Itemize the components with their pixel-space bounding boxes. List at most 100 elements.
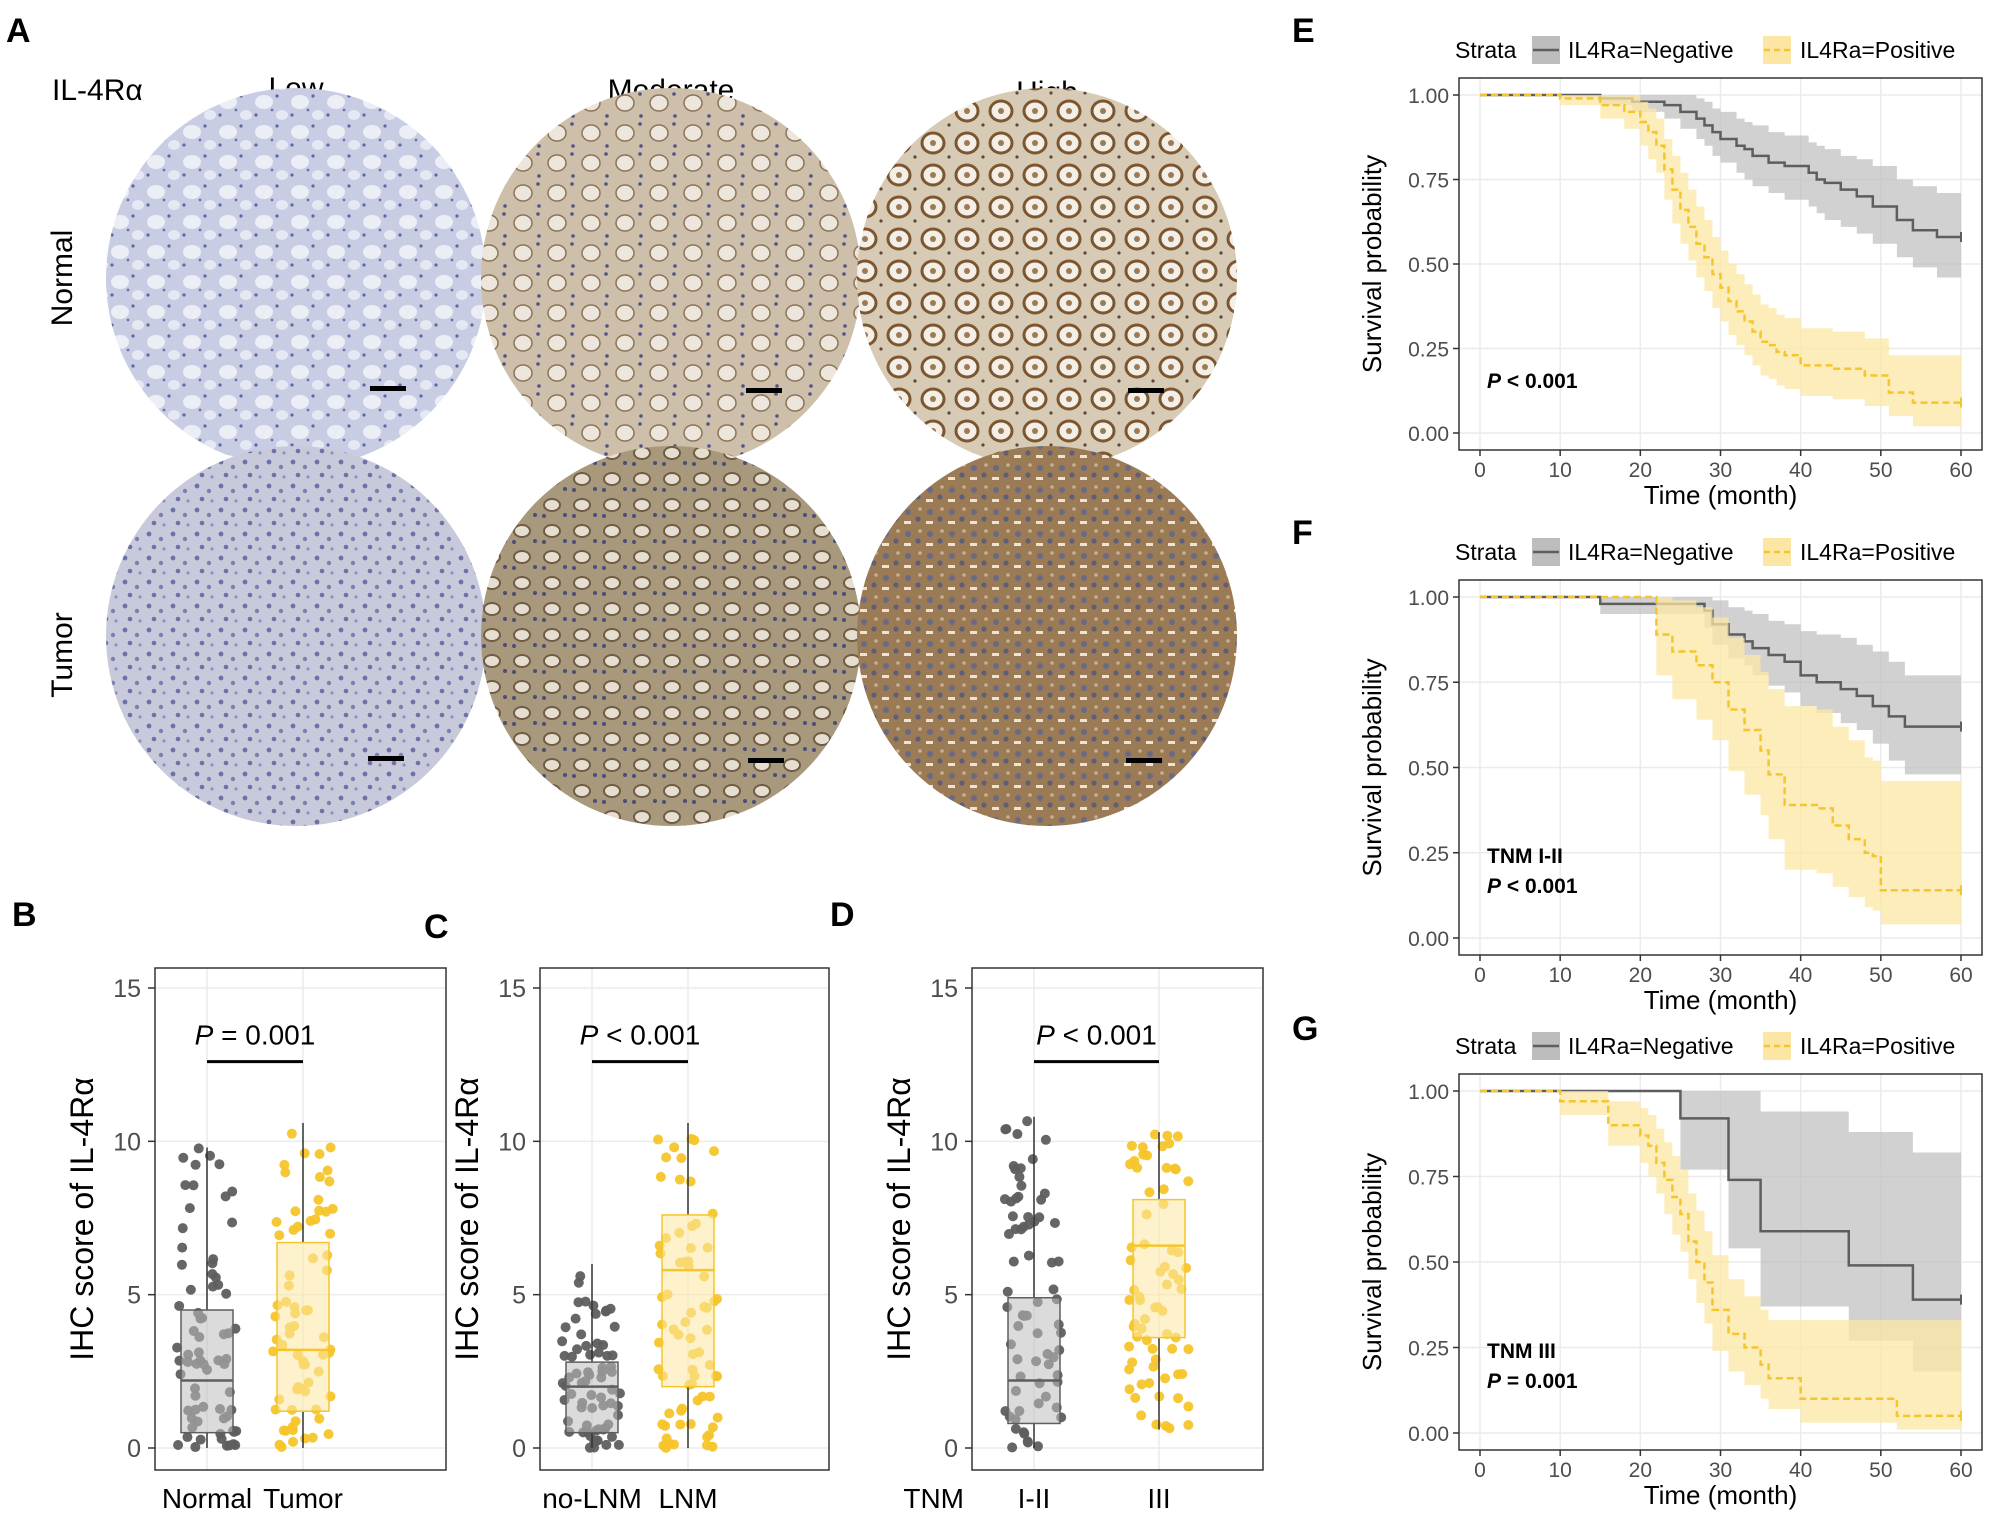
- data-point: [313, 1194, 324, 1205]
- p-value-text: = 0.001: [213, 1020, 315, 1051]
- data-point: [288, 1224, 299, 1235]
- data-point: [1015, 1163, 1026, 1174]
- data-point: [601, 1439, 612, 1450]
- x-axis-label: Time (month): [1644, 1480, 1798, 1510]
- data-point: [1007, 1442, 1018, 1453]
- data-point: [178, 1152, 189, 1163]
- data-point: [1172, 1131, 1183, 1142]
- y-tick-label: 1.00: [1408, 587, 1449, 610]
- ihc-image-high-tumor: [857, 446, 1237, 826]
- data-point: [585, 1349, 596, 1360]
- x-tick-label: Tumor: [263, 1483, 343, 1514]
- data-point: [279, 1159, 290, 1170]
- data-point: [207, 1269, 218, 1280]
- x-tick-label: 60: [1949, 459, 1972, 482]
- p-symbol: P: [580, 1020, 599, 1051]
- scale-bar: [368, 756, 404, 761]
- annotation-text: TNM III: [1487, 1340, 1556, 1363]
- data-point: [325, 1228, 336, 1239]
- data-point: [310, 1214, 321, 1225]
- y-tick-label: 0.25: [1408, 843, 1449, 866]
- data-point: [188, 1180, 199, 1191]
- y-tick-label: 1.00: [1408, 85, 1449, 108]
- charts-layer: B 0 5 10 15 IHC score of IL-4Rα Normal Tumor P =…: [12, 12, 1983, 1514]
- data-point: [1022, 1116, 1033, 1127]
- row-label-normal: Normal: [46, 230, 79, 327]
- p-symbol: P: [195, 1020, 214, 1051]
- panel-letter: B: [12, 896, 37, 934]
- plot-border: [1458, 579, 1983, 956]
- x-tick-label: 50: [1869, 964, 1892, 987]
- y-tick-label: 0: [944, 1435, 958, 1463]
- data-point: [274, 1439, 285, 1450]
- p-symbol: P: [1487, 370, 1502, 393]
- data-point: [323, 1429, 334, 1440]
- legend-label-negative: IL4Ra=Negative: [1568, 37, 1734, 63]
- data-point: [230, 1440, 241, 1451]
- data-point: [668, 1439, 679, 1450]
- data-point: [314, 1205, 325, 1216]
- y-axis-label: Survival probability: [1357, 1153, 1387, 1371]
- box: [276, 1241, 330, 1412]
- data-point: [327, 1203, 338, 1214]
- ihc-image-moderate-normal: [481, 88, 861, 468]
- x-prefix-label: TNM: [903, 1483, 964, 1514]
- panel-a: A IL-4Rα Low Moderate High Normal Tumor: [6, 12, 1237, 826]
- data-point: [1036, 1194, 1047, 1205]
- y-axis-label: Survival probability: [1357, 658, 1387, 876]
- chart-c: C 0 5 10 15 IHC score of IL-4Rα no-LNM LNM P < 0…: [424, 908, 830, 1514]
- data-point: [271, 1216, 282, 1227]
- data-point: [1022, 1436, 1033, 1447]
- data-point: [278, 1425, 289, 1436]
- panel-letter: G: [1292, 1010, 1318, 1048]
- data-point: [1008, 1256, 1019, 1267]
- plot-border: [539, 967, 830, 1471]
- data-point: [661, 1152, 672, 1163]
- y-tick-label: 5: [127, 1282, 141, 1310]
- data-point: [1000, 1124, 1011, 1135]
- x-tick-label: 30: [1709, 1459, 1732, 1482]
- data-point: [1144, 1187, 1155, 1198]
- box: [1007, 1296, 1061, 1425]
- x-tick-label: 50: [1869, 1459, 1892, 1482]
- p-symbol: P: [1487, 875, 1502, 898]
- box: [565, 1361, 619, 1434]
- p-value-label: P < 0.001: [1036, 1020, 1157, 1051]
- x-tick-label: 10: [1548, 964, 1571, 987]
- data-point: [707, 1422, 718, 1433]
- data-point: [1183, 1419, 1194, 1430]
- y-tick-label: 0: [127, 1435, 141, 1463]
- data-point: [274, 1230, 285, 1241]
- plot-border: [1458, 77, 1983, 451]
- data-point: [280, 1167, 291, 1178]
- data-point: [557, 1336, 568, 1347]
- data-point: [290, 1416, 301, 1427]
- x-tick-label: 40: [1789, 1459, 1812, 1482]
- data-point: [176, 1259, 187, 1270]
- data-point: [1007, 1211, 1018, 1222]
- x-tick-label: 30: [1709, 459, 1732, 482]
- p-value-label: P = 0.001: [195, 1020, 316, 1051]
- data-point: [185, 1284, 196, 1295]
- data-point: [1127, 1357, 1138, 1368]
- data-point: [324, 1176, 335, 1187]
- survival-curve-positive: [1480, 93, 1961, 404]
- survival-curve-positive: [1480, 595, 1961, 892]
- y-tick-label: 0.00: [1408, 423, 1449, 446]
- x-tick-label: 10: [1548, 1459, 1571, 1482]
- data-point: [287, 1425, 298, 1436]
- box: [661, 1214, 715, 1388]
- data-point: [1149, 1129, 1160, 1140]
- data-point: [190, 1159, 201, 1170]
- ihc-image-moderate-tumor: [481, 446, 861, 826]
- data-point: [174, 1300, 185, 1311]
- x-tick-label: 0: [1474, 459, 1486, 482]
- data-point: [216, 1433, 227, 1444]
- annotation-value: TNM I-II: [1487, 845, 1563, 868]
- data-point: [227, 1217, 238, 1228]
- chart-d: D 0 5 10 15 IHC score of IL-4Rα I-II III TNM P < …: [830, 896, 1264, 1514]
- data-point: [590, 1308, 601, 1319]
- x-tick-label: Normal: [162, 1483, 252, 1514]
- survival-curve-positive: [1480, 1089, 1961, 1418]
- data-point: [184, 1203, 195, 1214]
